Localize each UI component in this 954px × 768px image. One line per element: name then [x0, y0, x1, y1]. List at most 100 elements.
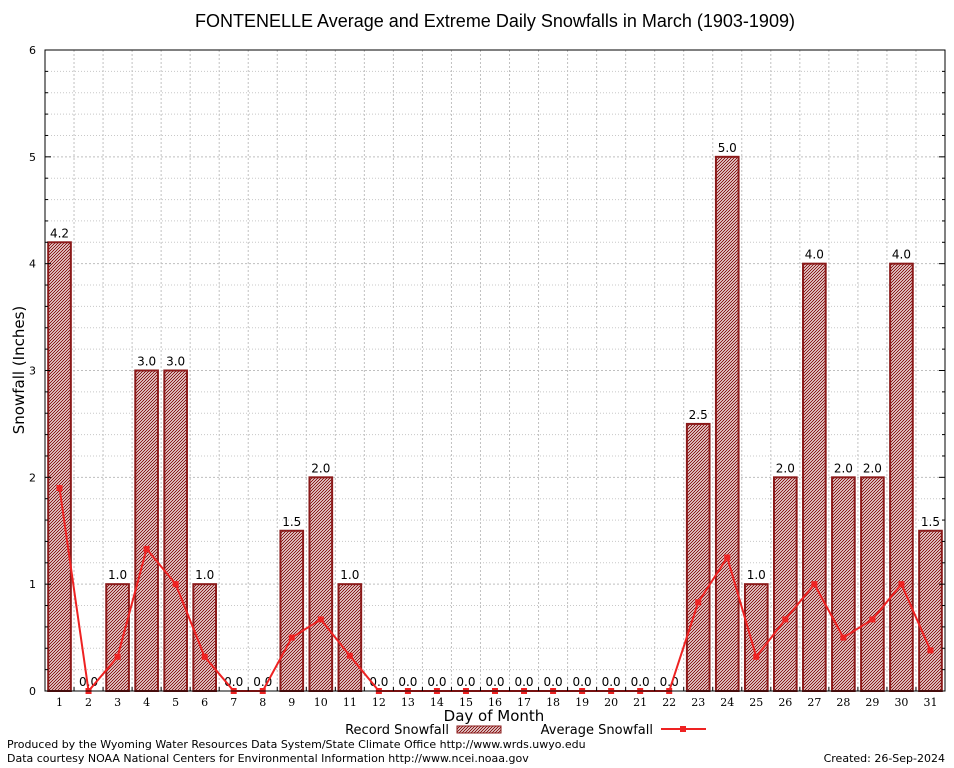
x-tick-label: 13 — [401, 696, 415, 709]
average-point — [898, 581, 905, 588]
bar-value-label: 0.0 — [660, 675, 679, 689]
x-tick-label: 28 — [836, 696, 850, 709]
bar-value-label: 0.0 — [253, 675, 272, 689]
x-tick-label: 22 — [662, 696, 676, 709]
average-point — [288, 634, 295, 641]
record-bar — [802, 262, 827, 692]
average-point — [782, 616, 789, 623]
record-bar — [831, 476, 856, 693]
bar-value-label: 0.0 — [573, 675, 592, 689]
bar-value-label: 0.0 — [514, 675, 533, 689]
x-tick-label: 10 — [314, 696, 328, 709]
bar-value-label: 1.5 — [282, 515, 301, 529]
bar-value-label: 2.5 — [689, 408, 708, 422]
bar-value-label: 3.0 — [137, 355, 156, 369]
average-point — [172, 581, 179, 588]
footer-producer: Produced by the Wyoming Water Resources … — [7, 738, 586, 751]
x-tick-label: 20 — [604, 696, 618, 709]
record-bar — [918, 529, 943, 692]
y-axis-label: Snowfall (Inches) — [10, 306, 28, 434]
x-tick-label: 31 — [923, 696, 937, 709]
record-bar — [308, 476, 334, 693]
x-tick-label: 30 — [894, 696, 908, 709]
x-tick-label: 29 — [865, 696, 879, 709]
y-tick-label: 4 — [29, 258, 36, 271]
x-tick-label: 14 — [430, 696, 444, 709]
bar-value-label: 2.0 — [863, 461, 882, 475]
bar-value-label: 5.0 — [718, 141, 737, 155]
average-point — [869, 616, 876, 623]
x-tick-label: 4 — [143, 696, 150, 709]
bar-value-label: 1.0 — [195, 568, 214, 582]
legend-record-label: Record Snowfall — [345, 723, 449, 738]
record-bar — [889, 262, 914, 692]
average-point — [927, 647, 934, 654]
record-bar — [163, 369, 188, 692]
x-tick-label: 8 — [259, 696, 266, 709]
record-bar — [714, 155, 740, 693]
average-point — [114, 653, 121, 660]
bar-value-label: 0.0 — [544, 675, 563, 689]
x-tick-label: 6 — [201, 696, 208, 709]
bar-value-label: 4.0 — [892, 248, 911, 262]
record-bar — [337, 583, 363, 693]
legend-average-label: Average Snowfall — [541, 723, 653, 738]
bar-value-label: 1.0 — [340, 568, 359, 582]
bar-value-label: 2.0 — [834, 461, 853, 475]
x-tick-label: 21 — [633, 696, 647, 709]
x-tick-label: 9 — [288, 696, 295, 709]
average-point — [811, 581, 818, 588]
x-tick-label: 15 — [459, 696, 473, 709]
y-tick-label: 1 — [29, 578, 36, 591]
x-tick-label: 23 — [691, 696, 705, 709]
y-tick-label: 2 — [29, 471, 36, 484]
average-point — [695, 599, 702, 606]
x-tick-label: 25 — [749, 696, 763, 709]
record-bar — [279, 529, 305, 692]
bar-value-labels: 4.2 0.0 1.0 3.0 3.0 1.0 0.0 0.0 1.5 2.0 1.0 0.0 0.0 0… — [50, 141, 940, 689]
x-tick-label: 7 — [230, 696, 237, 709]
legend-record-swatch — [456, 725, 502, 734]
x-tick-label: 26 — [778, 696, 792, 709]
record-bar — [47, 241, 72, 693]
bar-value-label: 2.0 — [311, 461, 330, 475]
x-tick-label: 16 — [488, 696, 502, 709]
x-tick-label: 5 — [172, 696, 179, 709]
bar-value-label: 3.0 — [166, 355, 185, 369]
y-tick-label: 5 — [29, 151, 36, 164]
record-bar — [105, 583, 130, 693]
average-point — [840, 634, 847, 641]
x-tick-label: 12 — [372, 696, 386, 709]
record-bar — [773, 476, 798, 693]
x-tick-label: 11 — [343, 696, 357, 709]
x-tick-label: 24 — [720, 696, 734, 709]
x-tick-label: 1 — [56, 696, 63, 709]
record-bar — [134, 369, 159, 692]
average-point — [56, 485, 63, 492]
average-point — [143, 545, 150, 552]
record-bar — [743, 583, 769, 693]
y-tick-label: 6 — [29, 44, 36, 57]
record-bars — [47, 155, 943, 693]
average-point — [317, 616, 324, 623]
x-tick-label: 27 — [807, 696, 821, 709]
chart-title: FONTENELLE Average and Extreme Daily Sno… — [195, 11, 795, 31]
bar-value-label: 2.0 — [776, 461, 795, 475]
x-tick-label: 18 — [546, 696, 560, 709]
x-axis-label: Day of Month — [444, 707, 545, 725]
bar-value-label: 4.2 — [50, 226, 69, 240]
legend: Record Snowfall Average Snowfall — [345, 723, 706, 738]
footer-courtesy: Data courtesy NOAA National Centers for … — [7, 752, 529, 765]
average-point — [753, 653, 760, 660]
bar-value-label: 1.0 — [108, 568, 127, 582]
bar-value-label: 1.0 — [747, 568, 766, 582]
average-point — [724, 554, 731, 561]
y-tick-label: 3 — [29, 365, 36, 378]
x-tick-label: 19 — [575, 696, 589, 709]
footer-created: Created: 26-Sep-2024 — [823, 752, 945, 765]
average-line — [56, 485, 934, 694]
x-tick-label: 2 — [85, 696, 92, 709]
bar-value-label: 0.0 — [485, 675, 504, 689]
